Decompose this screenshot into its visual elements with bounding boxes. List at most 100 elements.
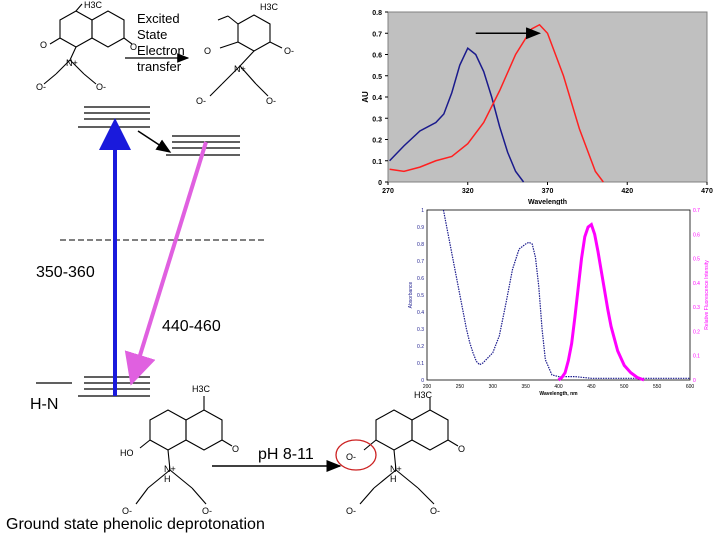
y2-tick-label: 0 — [693, 378, 696, 384]
caption: Ground state phenolic deprotonation — [6, 516, 265, 533]
y-tick-label: 0.2 — [417, 344, 424, 350]
hydroxyl-label: HO — [120, 448, 134, 458]
y-tick-label: 0.5 — [417, 293, 424, 299]
hydrogen-label: H — [164, 474, 171, 484]
chart-background — [398, 205, 716, 385]
oxygen-label: O — [130, 42, 137, 52]
excited-label-line1: Excited — [137, 11, 180, 26]
carboxylate-label: O- — [430, 506, 440, 516]
absorption-range-label: 350-360 — [36, 264, 95, 281]
x-tick-label: 300 — [489, 384, 498, 390]
carboxylate-label: O- — [266, 96, 276, 106]
x-tick-label: 270 — [382, 188, 394, 195]
y-tick-label: 0.5 — [372, 74, 382, 81]
x-tick-label: 600 — [686, 384, 695, 390]
x-tick-label: 550 — [653, 384, 662, 390]
series-line-2 — [389, 23, 604, 183]
y2-tick-label: 0.7 — [693, 208, 700, 214]
x-tick-label: 250 — [456, 384, 465, 390]
y-tick-label: 0.4 — [372, 95, 382, 102]
x-tick-label: 450 — [587, 384, 596, 390]
y2-tick-label: 0.3 — [693, 305, 700, 311]
excited-label-line3: Electron — [137, 43, 185, 58]
x-tick-label: 400 — [554, 384, 563, 390]
y-tick-label: 0.3 — [417, 327, 424, 333]
carboxylate-label: O- — [202, 506, 212, 516]
y-tick-label: 0.4 — [417, 310, 424, 316]
x-axis-label: Wavelength, nm — [539, 391, 578, 397]
y-axis-label: Absorbance — [408, 281, 414, 308]
x-tick-label: 200 — [423, 384, 432, 390]
relaxation-arrow — [137, 130, 172, 153]
excited-label-line4: transfer — [137, 59, 182, 74]
emission-arrow — [124, 141, 208, 386]
y-tick-label: 0.3 — [372, 116, 382, 123]
series-line-1 — [389, 46, 525, 183]
phenolate-oxygen-label: O- — [346, 452, 356, 462]
molecule-top-center — [209, 14, 283, 97]
methyl-label: H3C — [192, 384, 211, 394]
excited-label-line2: State — [137, 27, 168, 42]
emission-range-label: 440-460 — [162, 318, 221, 335]
x-tick-label: 320 — [462, 188, 474, 195]
y-tick-label: 0.6 — [372, 53, 382, 60]
y2-axis-label: Relative Fluorescence Intensity — [704, 260, 710, 330]
x-tick-label: 370 — [542, 188, 554, 195]
phenolate-highlight — [335, 439, 377, 471]
oxygen-label: O — [40, 40, 47, 50]
y2-tick-label: 0.5 — [693, 257, 700, 263]
y-tick-label: 0.6 — [417, 276, 424, 282]
oxygen-label: O — [204, 46, 211, 56]
oxygen-label: O- — [284, 46, 294, 56]
ph-label: pH 8-11 — [258, 446, 314, 463]
y-tick-label: 0.7 — [372, 31, 382, 38]
x-tick-label: 350 — [521, 384, 530, 390]
y2-tick-label: 0.2 — [693, 329, 700, 335]
molecule-top-left — [43, 3, 133, 85]
y-tick-label: 0.2 — [372, 138, 382, 145]
y-tick-label: 0 — [421, 378, 424, 384]
molecule-bottom-center — [135, 396, 233, 505]
y-tick-label: 0.1 — [417, 361, 424, 367]
y2-tick-label: 0.4 — [693, 281, 700, 287]
nitrogen-label: N+ — [234, 64, 246, 74]
y-tick-label: 0 — [378, 180, 382, 187]
carboxylate-label: O- — [346, 506, 356, 516]
oxygen-label: O — [458, 444, 465, 454]
nitrogen-label: N+ — [390, 464, 402, 474]
x-axis-label: Wavelength — [528, 199, 567, 206]
scatter-series-1 — [442, 209, 690, 379]
methyl-label: H3C — [84, 0, 103, 10]
oxygen-label: O — [232, 444, 239, 454]
y-tick-label: 0.8 — [417, 242, 424, 248]
y-tick-label: 0.8 — [372, 10, 382, 17]
y2-tick-label: 0.6 — [693, 232, 700, 238]
y-tick-label: 0.9 — [417, 225, 424, 231]
methyl-label: H3C — [414, 390, 433, 400]
scatter-series-2 — [557, 222, 645, 382]
carboxylate-label: O- — [96, 82, 106, 92]
nitrogen-label: N+ — [164, 464, 176, 474]
y2-tick-label: 0.1 — [693, 354, 700, 360]
hydrogen-label: H — [390, 474, 397, 484]
y-tick-label: 1 — [421, 208, 424, 214]
carboxylate-label: O- — [122, 506, 132, 516]
x-tick-label: 500 — [620, 384, 629, 390]
x-tick-label: 470 — [701, 188, 713, 195]
methyl-label: H3C — [260, 2, 279, 12]
y-tick-label: 0.1 — [372, 159, 382, 166]
y-axis-label: AU — [361, 91, 370, 103]
plot-area — [387, 11, 708, 183]
x-tick-label: 420 — [621, 188, 633, 195]
ground-state-label: H-N — [30, 396, 59, 413]
molecule-bottom-right — [359, 398, 459, 505]
y-tick-label: 0.7 — [417, 259, 424, 265]
carboxylate-label: O- — [36, 82, 46, 92]
carboxylate-label: O- — [196, 96, 206, 106]
nitrogen-label: N+ — [66, 58, 78, 68]
